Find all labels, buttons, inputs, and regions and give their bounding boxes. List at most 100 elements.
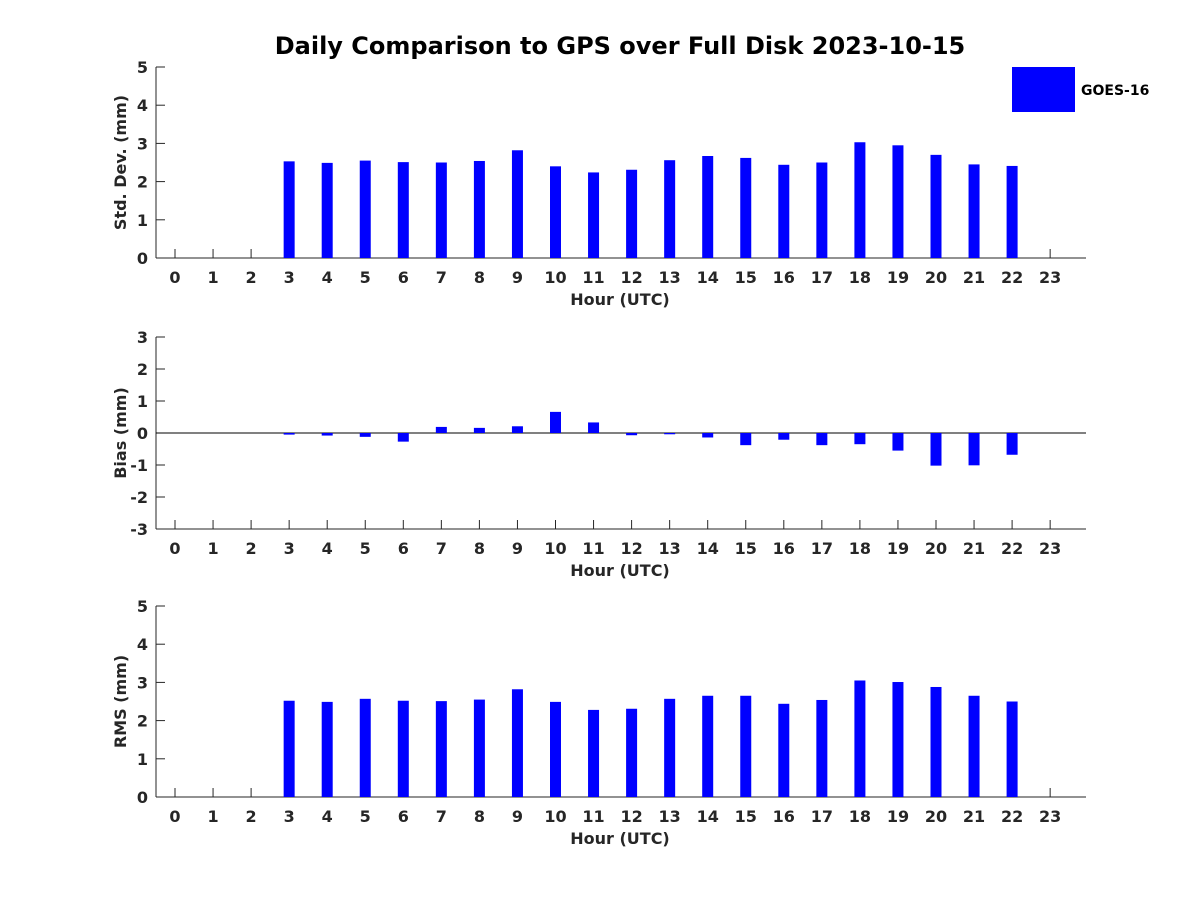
stddev-x-tick-label: 1 <box>207 268 218 287</box>
stddev-x-tick-label: 5 <box>360 268 371 287</box>
rms-x-tick-label: 23 <box>1039 807 1061 826</box>
stddev-bar-hour-5 <box>359 160 371 258</box>
rms-x-tick-label: 18 <box>849 807 871 826</box>
bias-x-tick-label: 1 <box>207 539 218 558</box>
stddev-x-tick-label: 2 <box>246 268 257 287</box>
stddev-bar-hour-18 <box>854 142 866 258</box>
rms-bar-hour-13 <box>664 698 676 797</box>
rms-bar-hour-14 <box>702 695 714 797</box>
rms-bar-hour-15 <box>740 695 752 797</box>
stddev-x-tick-label: 6 <box>398 268 409 287</box>
stddev-y-tick-label: 0 <box>137 249 148 268</box>
stddev-x-tick-label: 20 <box>925 268 947 287</box>
stddev-x-tick-label: 17 <box>811 268 833 287</box>
bias-x-tick-label: 21 <box>963 539 985 558</box>
rms-x-tick-label: 16 <box>773 807 795 826</box>
rms-x-tick-label: 17 <box>811 807 833 826</box>
rms-y-tick-label: 5 <box>137 597 148 616</box>
bias-x-tick-label: 17 <box>811 539 833 558</box>
bias-y-tick-label: -1 <box>130 456 148 475</box>
stddev-bar-hour-14 <box>702 156 714 258</box>
stddev-x-tick-label: 23 <box>1039 268 1061 287</box>
rms-x-tick-label: 11 <box>582 807 604 826</box>
stddev-x-tick-label: 11 <box>582 268 604 287</box>
bias-x-tick-label: 15 <box>735 539 757 558</box>
bias-y-label: Bias (mm) <box>111 387 130 479</box>
bias-x-tick-label: 13 <box>659 539 681 558</box>
legend-swatch <box>1012 67 1075 112</box>
rms-y-tick-label: 2 <box>137 712 148 731</box>
rms-y-tick-label: 1 <box>137 750 148 769</box>
bias-y-tick-label: -3 <box>130 520 148 539</box>
bias-x-tick-label: 18 <box>849 539 871 558</box>
rms-x-tick-label: 22 <box>1001 807 1023 826</box>
bias-x-tick-label: 6 <box>398 539 409 558</box>
rms-y-label: RMS (mm) <box>111 655 130 748</box>
rms-y-tick-label: 0 <box>137 788 148 807</box>
rms-y-tick-label: 3 <box>137 673 148 692</box>
rms-bar-hour-6 <box>397 700 409 797</box>
rms-x-label: Hour (UTC) <box>570 829 670 848</box>
rms-x-tick-label: 4 <box>322 807 333 826</box>
bias-x-tick-label: 22 <box>1001 539 1023 558</box>
rms-bar-hour-18 <box>854 680 866 797</box>
stddev-x-tick-label: 9 <box>512 268 523 287</box>
stddev-x-tick-label: 22 <box>1001 268 1023 287</box>
bias-bar-hour-11 <box>588 422 600 433</box>
stddev-x-tick-label: 16 <box>773 268 795 287</box>
stddev-x-tick-label: 19 <box>887 268 909 287</box>
bias-bar-hour-3 <box>283 433 295 435</box>
rms-bar-hour-10 <box>550 701 561 797</box>
bias-bar-hour-16 <box>778 433 790 440</box>
bias-x-tick-label: 10 <box>544 539 566 558</box>
figure-title: Daily Comparison to GPS over Full Disk 2… <box>275 32 966 60</box>
stddev-bar-hour-21 <box>968 164 980 258</box>
rms-bar-hour-3 <box>283 700 295 797</box>
bias-bar-hour-12 <box>626 433 638 436</box>
stddev-x-label: Hour (UTC) <box>570 290 670 309</box>
stddev-x-tick-label: 15 <box>735 268 757 287</box>
bias-x-tick-label: 14 <box>697 539 719 558</box>
rms-bar-hour-21 <box>968 695 980 797</box>
rms-x-tick-label: 5 <box>360 807 371 826</box>
stddev-y-tick-label: 5 <box>137 58 148 77</box>
stddev-bar-hour-15 <box>740 157 752 258</box>
bias-y-tick-label: 0 <box>137 424 148 443</box>
rms-x-tick-label: 8 <box>474 807 485 826</box>
bias-x-tick-label: 2 <box>246 539 257 558</box>
bias-x-tick-label: 23 <box>1039 539 1061 558</box>
stddev-bar-hour-8 <box>473 160 485 258</box>
rms-x-tick-label: 15 <box>735 807 757 826</box>
bias-x-label: Hour (UTC) <box>570 561 670 580</box>
bias-x-tick-label: 7 <box>436 539 447 558</box>
rms-bar-hour-20 <box>930 686 942 797</box>
bias-bar-hour-20 <box>930 433 942 466</box>
rms-bar-hour-11 <box>588 709 600 797</box>
rms-x-tick-label: 9 <box>512 807 523 826</box>
rms-x-tick-label: 12 <box>620 807 642 826</box>
bias-bar-hour-15 <box>740 433 752 446</box>
bias-bar-hour-14 <box>702 433 714 438</box>
stddev-y-label: Std. Dev. (mm) <box>111 95 130 230</box>
bias-y-tick-label: 3 <box>137 328 148 347</box>
stddev-bar-hour-16 <box>778 164 790 258</box>
rms-bar-hour-9 <box>511 689 523 797</box>
stddev-bar-hour-20 <box>930 154 942 258</box>
rms-bar-hour-22 <box>1006 701 1018 797</box>
stddev-bar-hour-17 <box>816 162 828 258</box>
rms-x-tick-label: 1 <box>207 807 218 826</box>
bias-x-tick-label: 16 <box>773 539 795 558</box>
stddev-bar-hour-9 <box>511 150 523 258</box>
rms-x-tick-label: 0 <box>169 807 180 826</box>
rms-bar-hour-8 <box>473 699 485 797</box>
stddev-bar-hour-4 <box>321 162 333 258</box>
stddev-x-tick-label: 7 <box>436 268 447 287</box>
bias-x-tick-label: 9 <box>512 539 523 558</box>
rms-x-tick-label: 14 <box>697 807 719 826</box>
bias-bar-hour-10 <box>550 411 561 433</box>
stddev-x-tick-label: 0 <box>169 268 180 287</box>
bias-bar-hour-17 <box>816 433 828 446</box>
